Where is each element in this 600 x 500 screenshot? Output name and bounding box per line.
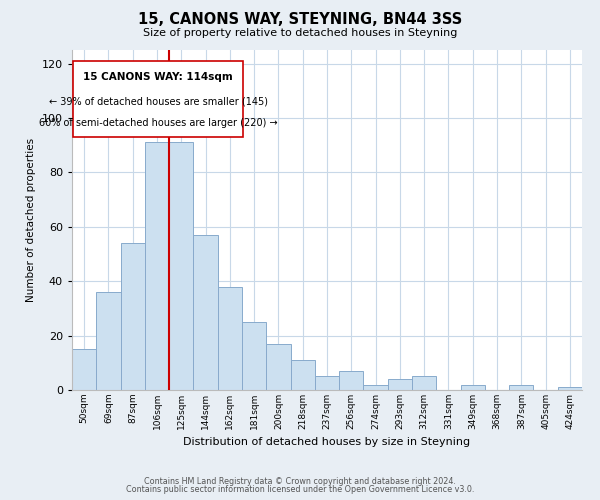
Bar <box>509 384 533 390</box>
Bar <box>364 384 388 390</box>
Bar <box>290 360 315 390</box>
Bar <box>388 379 412 390</box>
Bar <box>72 349 96 390</box>
Text: Size of property relative to detached houses in Steyning: Size of property relative to detached ho… <box>143 28 457 38</box>
Text: ← 39% of detached houses are smaller (145): ← 39% of detached houses are smaller (14… <box>49 96 268 106</box>
Bar <box>412 376 436 390</box>
Text: 15, CANONS WAY, STEYNING, BN44 3SS: 15, CANONS WAY, STEYNING, BN44 3SS <box>138 12 462 28</box>
Bar <box>96 292 121 390</box>
Text: 60% of semi-detached houses are larger (220) →: 60% of semi-detached houses are larger (… <box>39 118 278 128</box>
Bar <box>315 376 339 390</box>
Y-axis label: Number of detached properties: Number of detached properties <box>26 138 36 302</box>
Bar <box>266 344 290 390</box>
Bar <box>169 142 193 390</box>
Text: Contains HM Land Registry data © Crown copyright and database right 2024.: Contains HM Land Registry data © Crown c… <box>144 477 456 486</box>
Bar <box>73 61 243 137</box>
Bar <box>461 384 485 390</box>
Bar <box>193 235 218 390</box>
Text: Contains public sector information licensed under the Open Government Licence v3: Contains public sector information licen… <box>126 485 474 494</box>
Bar <box>121 243 145 390</box>
Bar <box>558 388 582 390</box>
Bar <box>218 286 242 390</box>
Bar <box>242 322 266 390</box>
X-axis label: Distribution of detached houses by size in Steyning: Distribution of detached houses by size … <box>184 438 470 448</box>
Bar <box>145 142 169 390</box>
Text: 15 CANONS WAY: 114sqm: 15 CANONS WAY: 114sqm <box>83 72 233 82</box>
Bar <box>339 371 364 390</box>
